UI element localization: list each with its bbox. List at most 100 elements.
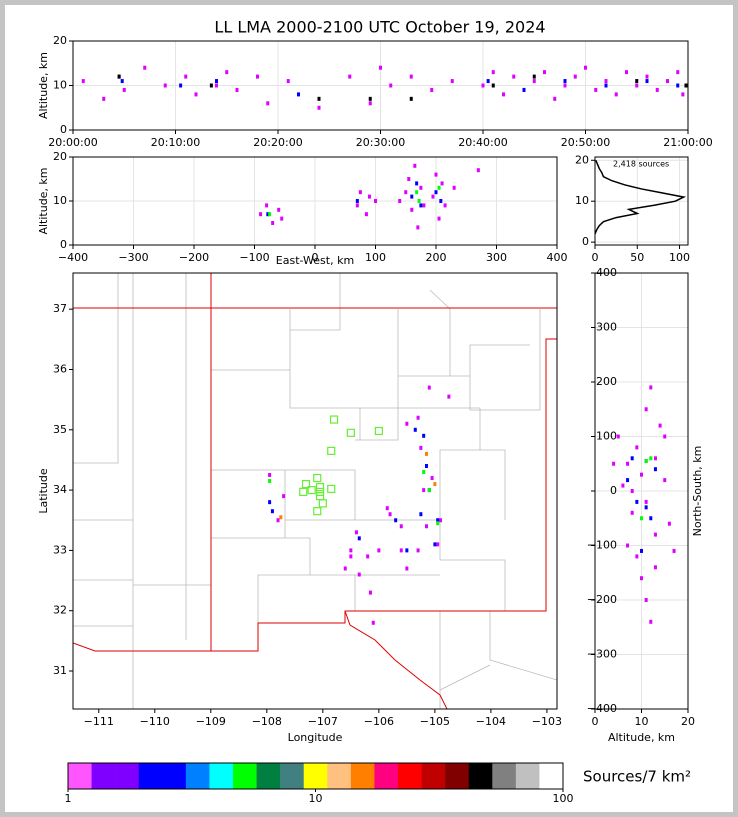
source-point [626,478,630,483]
colorbar-cell [91,763,116,789]
source-point [630,510,634,515]
source-point [433,482,437,487]
state-border [73,273,557,709]
source-point [215,83,218,88]
source-point [265,203,269,208]
colorbar-cell [256,763,281,789]
altitude-histogram [594,159,687,235]
source-point [644,499,648,504]
y-axis-label: Latitude [37,468,50,514]
source-point [286,79,290,84]
x-tick-label: −111 [84,715,114,728]
source-point [450,79,454,84]
x-tick-label: 200 [426,251,447,264]
source-point [419,185,423,190]
source-point [349,554,353,559]
x-tick-label: 400 [547,251,568,264]
colorbar-cell [398,763,422,789]
x-tick-label: 20:40:00 [458,136,507,149]
source-point [405,566,409,571]
source-point [266,101,270,106]
source-point [635,499,639,504]
station [329,415,339,424]
source-point [268,500,272,505]
x-tick-label: 20 [681,715,695,728]
source-point [644,598,648,602]
source-point [364,212,368,217]
source-point [640,472,643,477]
y-tick-label: 0 [610,484,617,497]
colorbar-cell [327,763,352,789]
x-tick-label: 100 [669,251,690,264]
source-point [357,536,361,541]
source-point [317,105,321,110]
source-point [215,79,218,84]
y-tick-label: 20 [53,34,67,47]
source-point [436,542,440,547]
source-point [399,548,403,553]
source-point [522,87,526,92]
source-point [419,203,423,208]
annotation: 2,418 sources [613,160,669,169]
source-point [389,83,393,88]
source-point [409,74,413,79]
source-point [422,470,426,475]
source-point [630,489,634,493]
source-point [436,518,440,523]
county-lines [73,273,557,709]
source-point [431,194,435,199]
source-point [410,194,414,199]
source-point [120,79,124,84]
source-point [163,83,167,88]
colorbar-tick-label: 100 [553,792,574,805]
source-point [532,79,536,84]
source-point [422,203,426,208]
source-point [422,433,426,438]
source-point [612,461,616,466]
source-point [653,467,657,472]
x-tick-label: −103 [532,715,562,728]
source-point [394,518,398,523]
x-tick-label: 20:20:00 [253,136,302,149]
source-point [658,423,662,428]
source-point [102,96,106,101]
x-tick-label: −104 [476,715,506,728]
source-point [433,542,437,547]
source-point [256,74,259,79]
source-point [655,87,659,92]
colorbar-tick-label: 1 [65,792,72,805]
source-point [117,74,121,79]
x-tick-label: 21:00:00 [663,136,712,149]
source-point [666,79,669,84]
colorbar-cell [233,763,257,789]
source-point [635,554,639,559]
source-point [268,212,272,217]
x-tick-label: −106 [364,715,394,728]
source-point [653,565,657,570]
source-point [491,83,495,88]
source-point [640,548,643,553]
y-tick-label: 10 [575,194,589,207]
source-point [371,620,375,625]
source-point [649,516,653,521]
colorbar-cell [515,763,540,789]
x-tick-label: 50 [630,251,644,264]
colorbar-cell [445,763,470,789]
source-point [415,181,419,186]
source-point [626,543,630,548]
source-point [413,427,417,432]
source-point [430,476,434,481]
station [374,426,383,436]
colorbar-cell [185,763,210,789]
x-tick-label: −200 [179,251,209,264]
source-point [427,488,431,493]
station [315,482,325,492]
source-point [424,451,428,456]
colorbar-cell [303,763,328,789]
y-tick-label: 32 [53,604,67,617]
y-tick-label: 31 [53,664,67,677]
source-point [614,92,618,97]
station [327,446,336,455]
source-point [684,83,688,88]
